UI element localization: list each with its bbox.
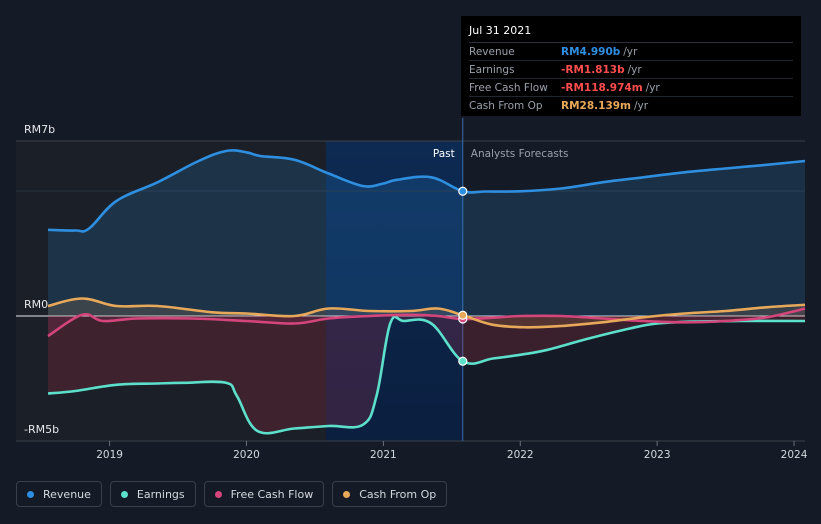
tooltip-label: Revenue: [469, 45, 515, 58]
tooltip-value: RM28.139m: [561, 99, 631, 112]
tooltip-row-revenue: Revenue RM4.990b /yr: [469, 43, 793, 61]
legend-item-cash-from-op[interactable]: Cash From Op: [332, 481, 448, 507]
series-area-revenue: [48, 150, 805, 316]
y-tick-label: RM7b: [24, 123, 55, 136]
series-line-cash-from-op: [47, 297, 806, 329]
tooltip-row-earnings: Earnings -RM1.813b /yr: [469, 61, 793, 79]
tooltip-value: -RM1.813b: [561, 63, 625, 76]
legend-label: Earnings: [136, 487, 185, 501]
tooltip-label: Free Cash Flow: [469, 81, 548, 94]
tooltip-row-free-cash-flow: Free Cash Flow -RM118.974m /yr: [469, 79, 793, 97]
series-area-earnings: [48, 316, 805, 434]
tooltip-unit: /yr: [645, 81, 660, 94]
marker-revenue: [458, 186, 468, 196]
tooltip-label: Cash From Op: [469, 99, 543, 112]
tooltip-row-cash-from-op: Cash From Op RM28.139m /yr: [469, 97, 793, 114]
legend-dot-icon: [27, 490, 34, 498]
legend-dot-icon: [343, 490, 351, 498]
legend-label: Cash From Op: [359, 487, 437, 501]
tooltip-date: Jul 31 2021: [469, 24, 793, 43]
tooltip-label: Earnings: [469, 63, 515, 76]
series-line-revenue: [47, 149, 806, 233]
marker-earnings: [458, 356, 468, 366]
legend-dot-icon: [120, 490, 128, 498]
y-tick-label: -RM5b: [24, 423, 59, 436]
tooltip-value: RM4.990b: [561, 45, 621, 58]
past-label: Past: [433, 148, 455, 160]
tooltip-unit: /yr: [623, 45, 638, 58]
legend-dot-icon: [214, 490, 222, 498]
x-tick-label: 2024: [781, 449, 808, 461]
marker-cash-from-op: [458, 310, 468, 320]
tooltip-unit: /yr: [634, 99, 649, 112]
x-tick-label: 2020: [233, 449, 260, 461]
tooltip: Jul 31 2021 Revenue RM4.990b /yr Earning…: [461, 16, 801, 116]
legend-label: Free Cash Flow: [230, 487, 314, 501]
x-tick-label: 2019: [96, 449, 123, 461]
tooltip-value: -RM118.974m: [561, 81, 643, 94]
x-tick-label: 2022: [507, 449, 534, 461]
tooltip-unit: /yr: [627, 63, 642, 76]
x-tick-label: 2023: [644, 449, 671, 461]
legend-label: Revenue: [43, 487, 91, 501]
legend-item-earnings[interactable]: Earnings: [109, 481, 196, 507]
x-tick-label: 2021: [370, 449, 397, 461]
y-tick-label: RM0: [24, 298, 48, 311]
forecast-label: Analysts Forecasts: [471, 148, 569, 160]
series-line-free-cash-flow: [47, 307, 806, 338]
legend-item-free-cash-flow[interactable]: Free Cash Flow: [203, 481, 325, 507]
series-line-earnings: [47, 315, 806, 435]
legend-item-revenue[interactable]: Revenue: [16, 481, 102, 507]
legend: Revenue Earnings Free Cash Flow Cash Fro…: [16, 481, 448, 507]
